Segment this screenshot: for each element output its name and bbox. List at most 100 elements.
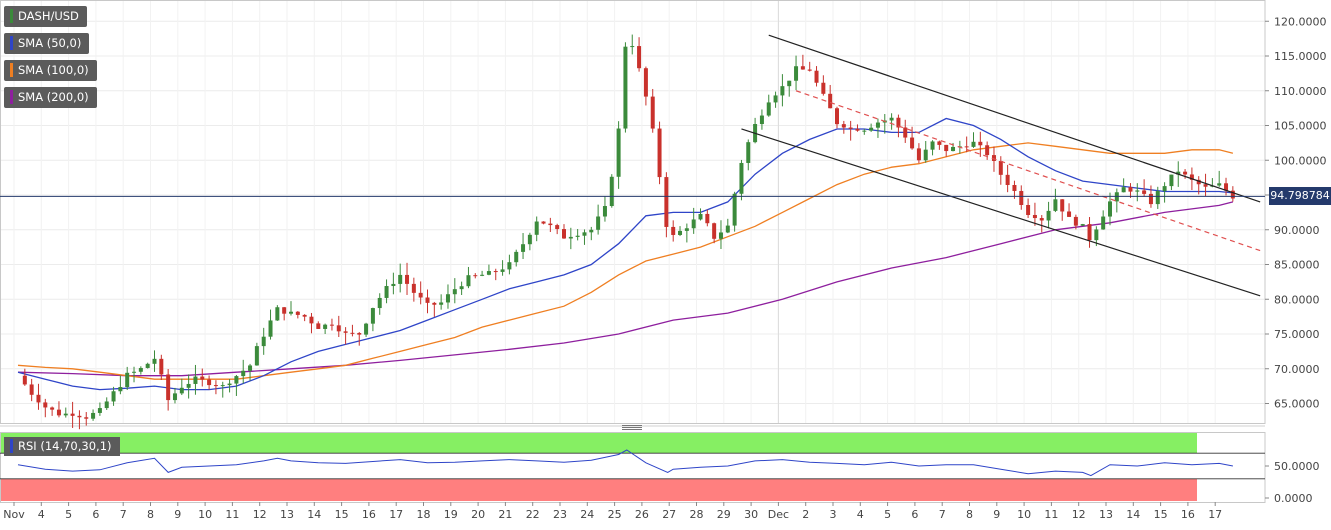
candle-body bbox=[466, 275, 471, 287]
candle-body bbox=[248, 365, 253, 371]
candle-body bbox=[991, 155, 996, 161]
x-tick-label: 7 bbox=[939, 508, 946, 521]
legend-sma-100[interactable]: SMA (100,0) bbox=[4, 60, 97, 81]
sma-50-path bbox=[17, 117, 1233, 391]
candle-body bbox=[507, 262, 512, 270]
legend-rsi[interactable]: RSI (14,70,30,1) bbox=[4, 437, 120, 456]
candle-body bbox=[145, 363, 150, 368]
candle-body bbox=[718, 232, 723, 239]
x-tick-label: 26 bbox=[635, 508, 649, 521]
x-tick-label: 13 bbox=[280, 508, 294, 521]
candle-body bbox=[759, 115, 764, 125]
candle-body bbox=[841, 124, 846, 128]
candle-body bbox=[609, 176, 614, 207]
candle-body bbox=[773, 95, 778, 103]
candle-body bbox=[698, 213, 703, 220]
current-price-tag: 94.798784 bbox=[1269, 187, 1331, 205]
x-tick-label: Dec bbox=[768, 508, 789, 521]
y-tick-label: 100.0000 bbox=[1274, 154, 1327, 167]
candle-body bbox=[391, 283, 396, 287]
channel-mid-line bbox=[795, 90, 1261, 252]
candle-body bbox=[643, 68, 648, 97]
candle-body bbox=[1128, 187, 1133, 192]
x-tick-label: 6 bbox=[92, 508, 99, 521]
candle-body bbox=[527, 234, 532, 245]
candle-body bbox=[125, 372, 130, 388]
x-tick-label: 7 bbox=[120, 508, 127, 521]
candle-body bbox=[807, 69, 812, 71]
sma-200-label: SMA (200,0) bbox=[18, 90, 89, 104]
candle-body bbox=[835, 108, 839, 125]
candle-body bbox=[616, 128, 621, 177]
candle-body bbox=[302, 314, 307, 317]
symbol-label[interactable]: DASH/USD bbox=[4, 6, 87, 27]
candle-body bbox=[541, 221, 546, 224]
candle-body bbox=[377, 297, 382, 309]
candle-body bbox=[282, 307, 287, 314]
candle-body bbox=[534, 221, 539, 235]
x-tick-label: 5 bbox=[884, 508, 891, 521]
pane-borders bbox=[0, 0, 1266, 503]
candle-body bbox=[691, 219, 696, 229]
candle-body bbox=[1019, 190, 1024, 205]
candle-body bbox=[862, 130, 867, 132]
y-tick-label: 110.0000 bbox=[1274, 85, 1327, 98]
x-tick-label: 2 bbox=[802, 508, 809, 521]
candle-body bbox=[432, 302, 437, 305]
candle-body bbox=[930, 141, 935, 150]
candle-body bbox=[582, 232, 587, 236]
rsi-y-tick-label: 50.0000 bbox=[1274, 460, 1320, 473]
candle-body bbox=[111, 391, 116, 402]
candle-body bbox=[821, 82, 826, 94]
candle-body bbox=[473, 275, 478, 277]
candle-body bbox=[514, 251, 519, 263]
x-tick-label: 6 bbox=[911, 508, 918, 521]
sma-50-label: SMA (50,0) bbox=[18, 36, 82, 50]
candle-body bbox=[289, 311, 293, 314]
candle-body bbox=[1012, 185, 1017, 191]
candle-body bbox=[63, 413, 68, 416]
candle-body bbox=[152, 358, 157, 364]
candle-body bbox=[602, 206, 607, 217]
candle-body bbox=[22, 375, 27, 385]
candle-body bbox=[1032, 214, 1037, 219]
x-tick-label: 4 bbox=[857, 508, 864, 521]
candle-body bbox=[350, 332, 355, 334]
x-tick-label: 4 bbox=[38, 508, 45, 521]
sma-100-line bbox=[17, 142, 1234, 380]
sma-200-swatch bbox=[10, 90, 13, 104]
candle-body bbox=[705, 213, 710, 224]
x-tick-label: 10 bbox=[1017, 508, 1031, 521]
x-tick-label: 11 bbox=[225, 508, 239, 521]
candle-body bbox=[172, 393, 177, 401]
candle-body bbox=[459, 286, 464, 290]
candle-body bbox=[916, 148, 921, 161]
candlesticks bbox=[22, 34, 1235, 430]
rsi-y-tick-label: 0.0000 bbox=[1274, 492, 1313, 505]
x-tick-label: 17 bbox=[1208, 508, 1222, 521]
candle-body bbox=[787, 80, 792, 87]
legend-sma-200[interactable]: SMA (200,0) bbox=[4, 87, 97, 108]
x-tick-label: 25 bbox=[608, 508, 622, 521]
symbol-text: DASH/USD bbox=[18, 9, 79, 23]
candle-body bbox=[732, 193, 737, 226]
x-tick-label: 23 bbox=[553, 508, 567, 521]
legend-sma-50[interactable]: SMA (50,0) bbox=[4, 33, 90, 54]
rsi-line bbox=[17, 449, 1233, 477]
candle-body bbox=[596, 216, 601, 230]
candle-body bbox=[329, 324, 334, 326]
pane-splitter-handle[interactable] bbox=[622, 424, 642, 431]
candle-body bbox=[780, 86, 785, 96]
price-axis: 120.0000 115.0000 110.0000 105.0000 100.0000… bbox=[1265, 15, 1327, 505]
candle-body bbox=[1046, 210, 1051, 221]
candle-body bbox=[425, 297, 430, 303]
candle-body bbox=[439, 302, 444, 305]
x-tick-label: 28 bbox=[690, 508, 704, 521]
trend-channel[interactable] bbox=[741, 34, 1261, 297]
candle-body bbox=[903, 127, 908, 138]
rsi-pane bbox=[0, 433, 1265, 501]
candle-body bbox=[739, 162, 744, 194]
candle-body bbox=[855, 128, 860, 131]
y-tick-label: 65.0000 bbox=[1274, 398, 1320, 411]
